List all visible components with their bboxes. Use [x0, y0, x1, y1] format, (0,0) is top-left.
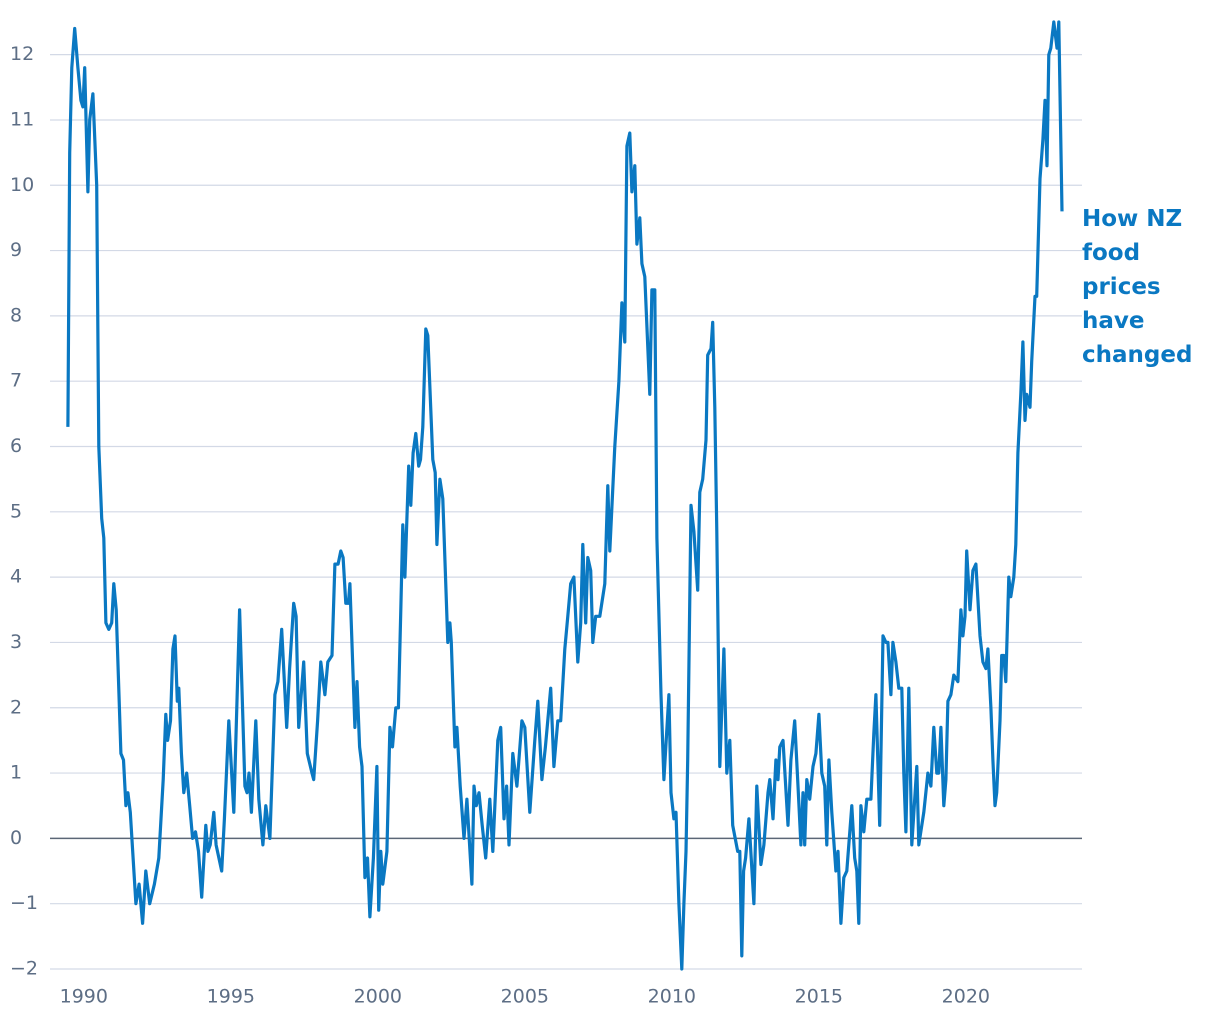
y-tick-label: 6 — [10, 435, 22, 457]
y-tick-label: 1 — [10, 762, 22, 784]
y-tick-label: 4 — [10, 566, 22, 588]
y-tick-label: 3 — [10, 631, 22, 653]
x-tick-label: 2005 — [501, 986, 549, 1008]
y-tick-label: −2 — [10, 958, 38, 980]
y-tick-label: 9 — [10, 239, 22, 261]
y-tick-label: 11 — [10, 108, 34, 130]
y-tick-label: 2 — [10, 696, 22, 718]
y-tick-label: 12 — [10, 43, 34, 65]
x-tick-label: 2015 — [795, 986, 843, 1008]
y-tick-label: 10 — [10, 174, 34, 196]
y-tick-label: 8 — [10, 304, 22, 326]
y-tick-label: 0 — [10, 827, 22, 849]
y-tick-label: 5 — [10, 500, 22, 522]
x-tick-label: 1990 — [60, 986, 108, 1008]
x-tick-label: 1995 — [207, 986, 255, 1008]
annotation: How NZ food prices have changed — [1082, 206, 1193, 368]
x-tick-label: 2020 — [942, 986, 990, 1008]
y-tick-label: −1 — [10, 892, 38, 914]
y-tick-label: 7 — [10, 370, 22, 392]
x-tick-label: 2010 — [648, 986, 696, 1008]
x-tick-label: 2000 — [354, 986, 402, 1008]
data-line — [66, 20, 1064, 971]
